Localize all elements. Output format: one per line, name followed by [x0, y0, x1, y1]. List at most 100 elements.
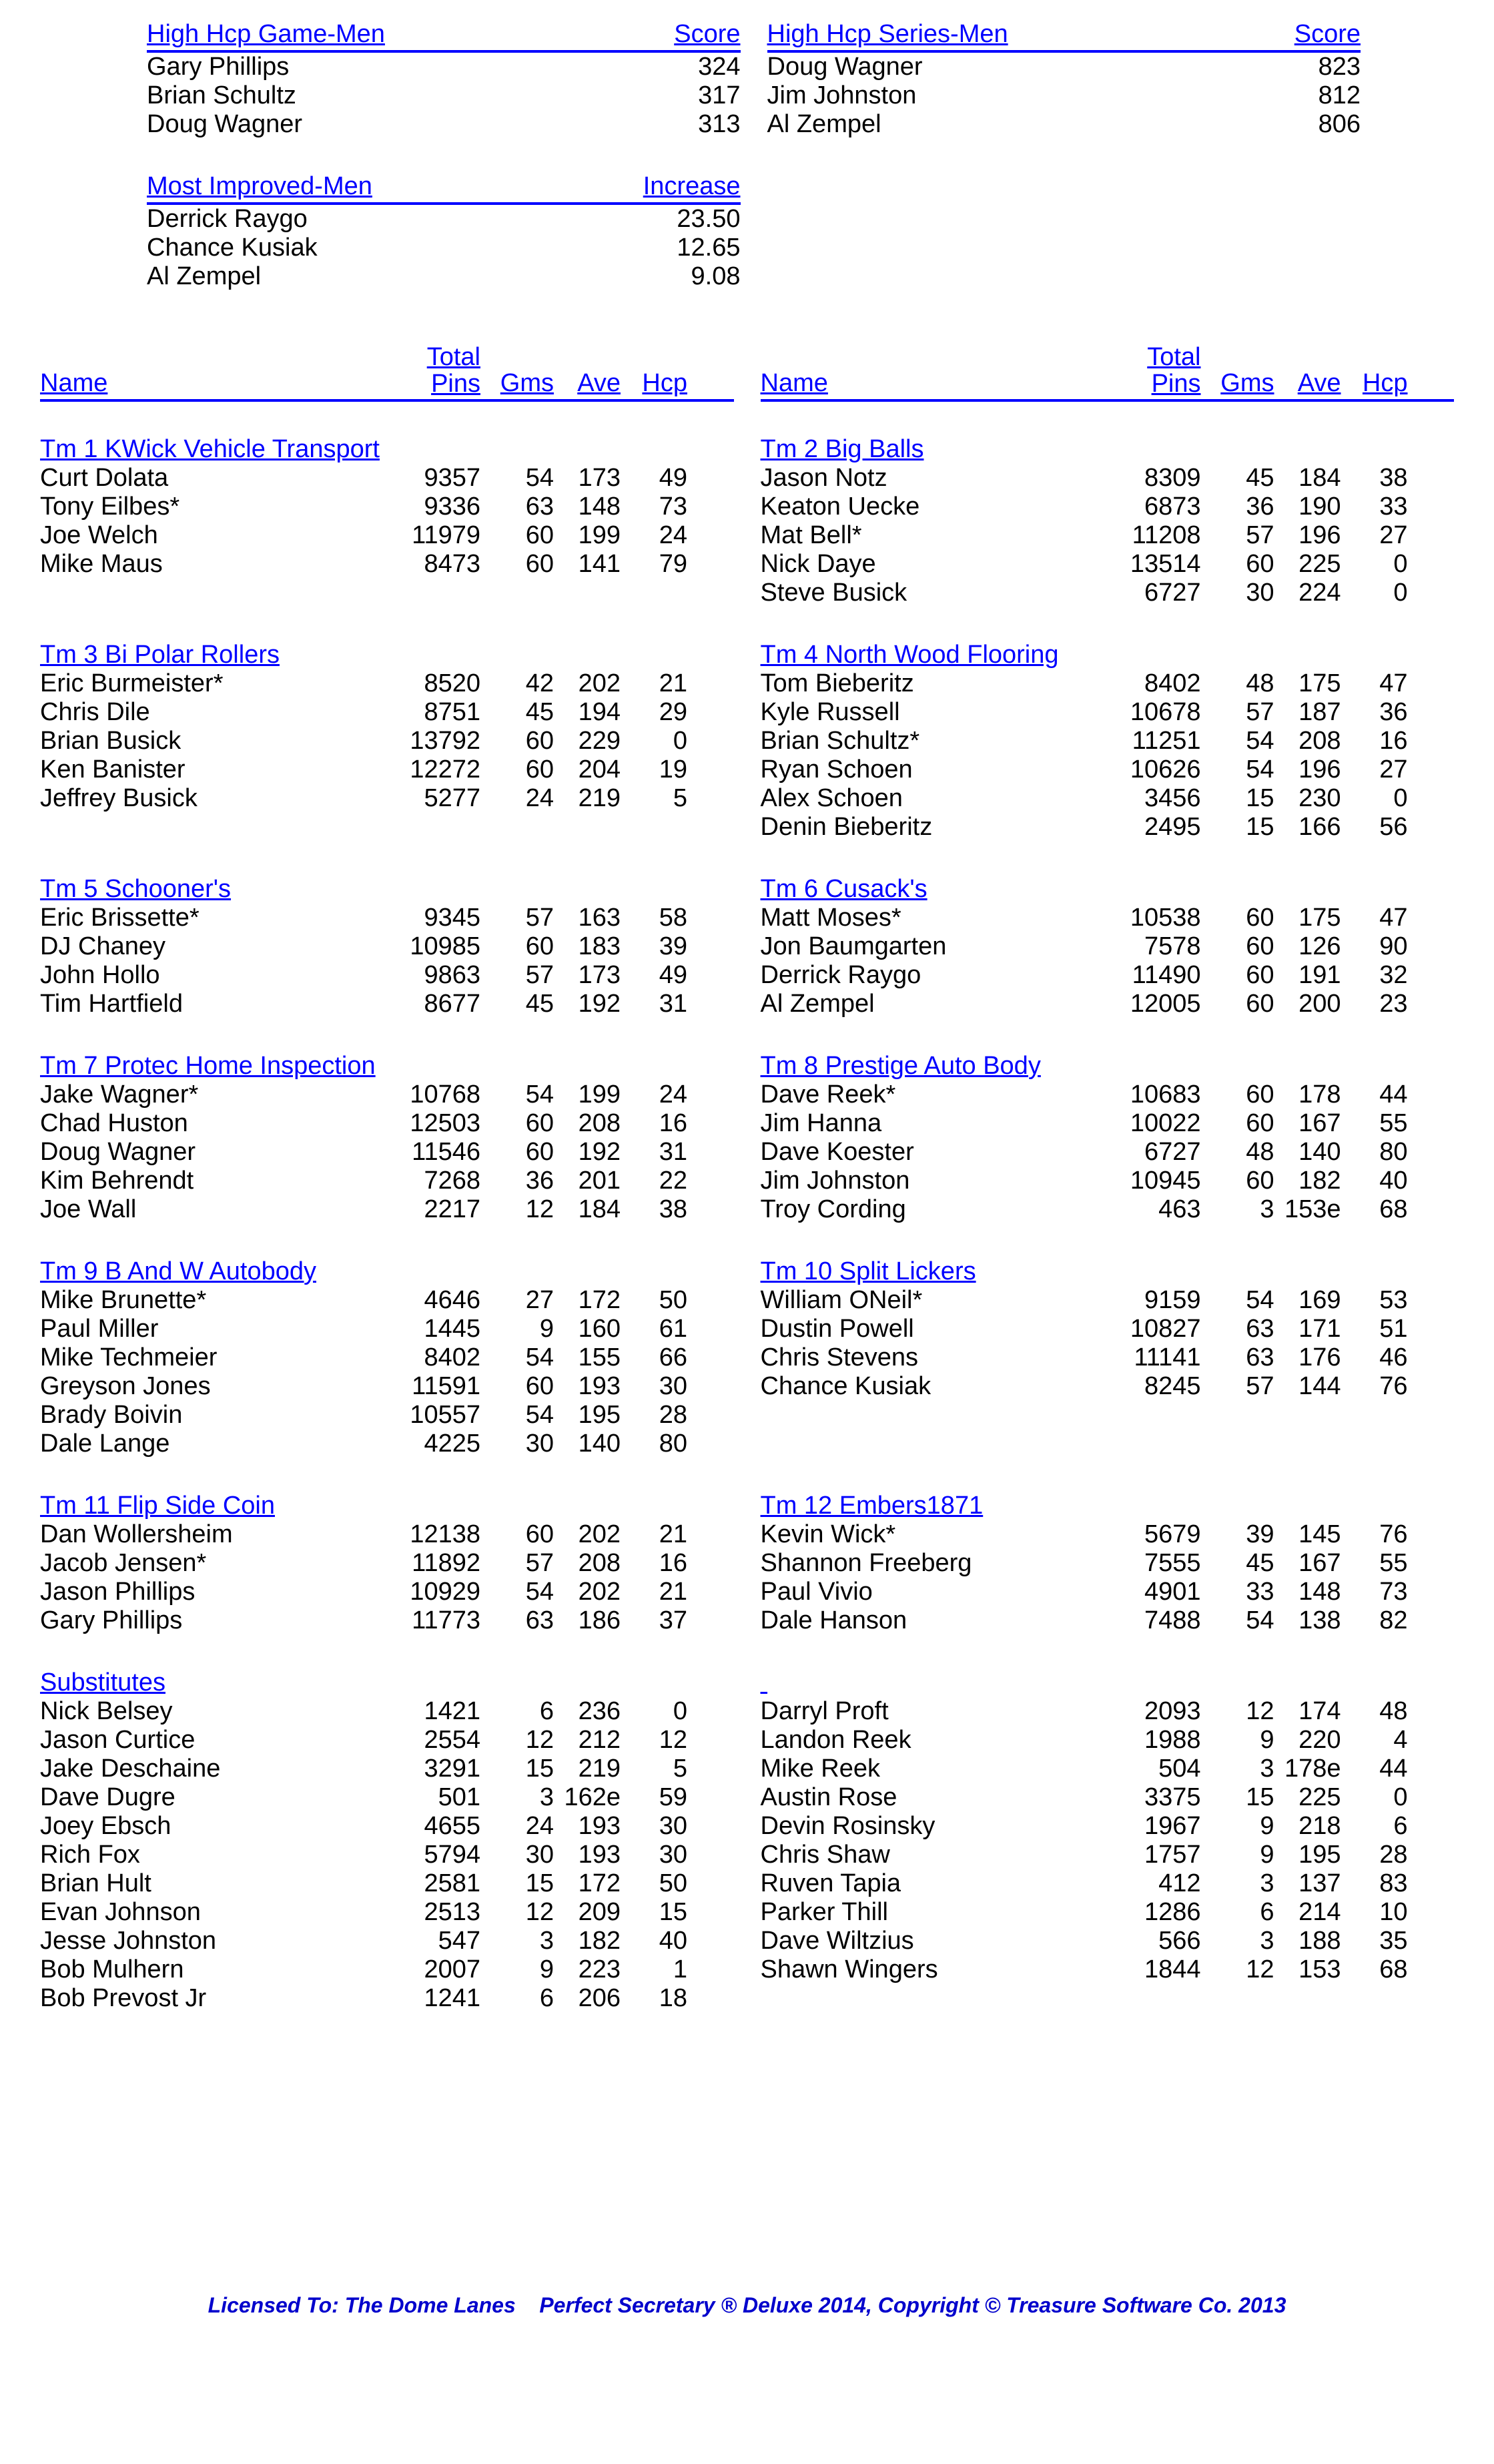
- player-ave: 204: [554, 755, 621, 784]
- player-pins: 12503: [374, 1109, 480, 1138]
- player-pins: 5679: [1094, 1520, 1201, 1549]
- player-pins: 3456: [1094, 784, 1201, 813]
- player-row: Jim Johnston109456018240: [761, 1167, 1455, 1195]
- player-hcp: 19: [621, 755, 687, 784]
- player-gms: 60: [1201, 1081, 1274, 1109]
- player-pins: 11546: [374, 1138, 480, 1167]
- player-hcp: 10: [1341, 1898, 1408, 1927]
- player-ave: 193: [554, 1841, 621, 1869]
- player-hcp: 27: [1341, 521, 1408, 550]
- player-row: Jake Wagner*107685419924: [40, 1081, 734, 1109]
- player-name: Nick Daye: [761, 550, 1094, 579]
- player-ave: 172: [554, 1286, 621, 1315]
- player-gms: 54: [480, 1578, 554, 1606]
- player-hcp: 0: [1341, 550, 1408, 579]
- player-row: Brian Schultz*112515420816: [761, 727, 1455, 755]
- player-gms: 9: [1201, 1812, 1274, 1841]
- player-ave: 188: [1274, 1927, 1341, 1955]
- player-ave: 172: [554, 1869, 621, 1898]
- player-row: DJ Chaney109856018339: [40, 932, 734, 961]
- player-hcp: 0: [621, 1697, 687, 1726]
- player-row: Chance Kusiak82455714476: [761, 1372, 1455, 1401]
- team-block: Tm 12 Embers1871Kevin Wick*56793914576Sh…: [761, 1492, 1455, 1635]
- col-name: Name: [40, 369, 374, 398]
- col-gms: Gms: [480, 369, 554, 398]
- player-row: Alex Schoen3456152300: [761, 784, 1455, 813]
- player-row: Jake Deschaine3291152195: [40, 1755, 734, 1783]
- player-name: Kim Behrendt: [40, 1167, 374, 1195]
- player-hcp: 61: [621, 1315, 687, 1343]
- col-hcp: Hcp: [621, 369, 687, 398]
- player-name: Al Zempel: [761, 990, 1094, 1018]
- player-name: Kyle Russell: [761, 698, 1094, 727]
- player-pins: 547: [374, 1927, 480, 1955]
- player-hcp: 38: [621, 1195, 687, 1224]
- player-row: Chris Stevens111416317646: [761, 1343, 1455, 1372]
- table-row: Al Zempel806: [767, 110, 1361, 139]
- player-ave: 192: [554, 1138, 621, 1167]
- row-name: Gary Phillips: [147, 53, 289, 81]
- substitutes-title: Substitutes: [40, 1668, 734, 1697]
- player-ave: 196: [1274, 755, 1341, 784]
- player-ave: 162e: [554, 1783, 621, 1812]
- player-gms: 6: [480, 1697, 554, 1726]
- player-row: Dave Reek*106836017844: [761, 1081, 1455, 1109]
- player-row: Tim Hartfield86774519231: [40, 990, 734, 1018]
- player-name: William ONeil*: [761, 1286, 1094, 1315]
- player-hcp: 47: [1341, 669, 1408, 698]
- player-hcp: 16: [1341, 727, 1408, 755]
- player-pins: 9345: [374, 904, 480, 932]
- player-ave: 126: [1274, 932, 1341, 961]
- player-name: Parker Thill: [761, 1898, 1094, 1927]
- player-name: Nick Belsey: [40, 1697, 374, 1726]
- player-gms: 3: [1201, 1195, 1274, 1224]
- player-gms: 3: [1201, 1869, 1274, 1898]
- player-row: Derrick Raygo114906019132: [761, 961, 1455, 990]
- player-pins: 11251: [1094, 727, 1201, 755]
- player-hcp: 50: [621, 1869, 687, 1898]
- player-pins: 10683: [1094, 1081, 1201, 1109]
- player-gms: 3: [480, 1783, 554, 1812]
- player-name: DJ Chaney: [40, 932, 374, 961]
- player-row: Jim Hanna100226016755: [761, 1109, 1455, 1138]
- col-pins: Total Pins: [1094, 344, 1201, 398]
- player-name: Rich Fox: [40, 1841, 374, 1869]
- player-name: Joey Ebsch: [40, 1812, 374, 1841]
- player-ave: 148: [1274, 1578, 1341, 1606]
- team-name: Tm 1 KWick Vehicle Transport: [40, 435, 734, 464]
- player-ave: 219: [554, 1755, 621, 1783]
- high-hcp-game-table: High Hcp Game-Men Score Gary Phillips324…: [147, 20, 741, 139]
- player-hcp: 39: [621, 932, 687, 961]
- player-gms: 63: [480, 493, 554, 521]
- player-hcp: 80: [621, 1430, 687, 1458]
- player-gms: 60: [480, 755, 554, 784]
- player-hcp: 59: [621, 1783, 687, 1812]
- player-hcp: 16: [621, 1109, 687, 1138]
- player-row: Devin Rosinsky196792186: [761, 1812, 1455, 1841]
- player-pins: 11979: [374, 521, 480, 550]
- row-value: 317: [698, 81, 740, 110]
- player-gms: 9: [480, 1955, 554, 1984]
- player-gms: 12: [1201, 1955, 1274, 1984]
- player-hcp: 47: [1341, 904, 1408, 932]
- team-block: Tm 11 Flip Side CoinDan Wollersheim12138…: [40, 1492, 734, 1635]
- player-name: Jesse Johnston: [40, 1927, 374, 1955]
- player-name: Brian Hult: [40, 1869, 374, 1898]
- row-value: 12.65: [677, 234, 740, 262]
- player-row: Nick Belsey142162360: [40, 1697, 734, 1726]
- column-header-left: Name Total Pins Gms Ave Hcp: [40, 344, 734, 402]
- player-gms: 24: [480, 1812, 554, 1841]
- player-hcp: 73: [1341, 1578, 1408, 1606]
- player-pins: 1241: [374, 1984, 480, 2013]
- player-ave: 174: [1274, 1697, 1341, 1726]
- player-ave: 219: [554, 784, 621, 813]
- player-row: John Hollo98635717349: [40, 961, 734, 990]
- player-ave: 167: [1274, 1549, 1341, 1578]
- player-pins: 10022: [1094, 1109, 1201, 1138]
- player-pins: 10557: [374, 1401, 480, 1430]
- player-name: Shawn Wingers: [761, 1955, 1094, 1984]
- player-ave: 155: [554, 1343, 621, 1372]
- team-name: Tm 10 Split Lickers: [761, 1257, 1455, 1286]
- player-row: Eric Burmeister*85204220221: [40, 669, 734, 698]
- player-gms: 6: [480, 1984, 554, 2013]
